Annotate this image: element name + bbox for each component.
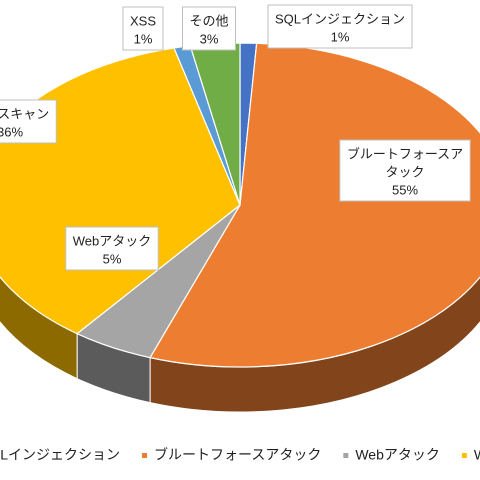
data-label-category: XSS bbox=[130, 13, 156, 28]
data-label-box bbox=[339, 139, 471, 202]
data-label-value: 1% bbox=[331, 29, 350, 44]
legend-item-sqlインジェクション: SQLインジェクション bbox=[0, 447, 120, 463]
legend-label: Webスキャン bbox=[474, 447, 480, 463]
data-label-value: 55% bbox=[392, 182, 418, 197]
data-label-box bbox=[0, 99, 57, 144]
data-label-category: その他 bbox=[189, 13, 228, 28]
legend-item-webスキャン: Webスキャン bbox=[461, 447, 480, 463]
data-label-category: ブルートフォースア bbox=[347, 146, 463, 161]
data-label-webスキャン: Webスキャン 36% bbox=[0, 99, 57, 144]
data-label-category: Webスキャン bbox=[0, 106, 49, 121]
data-label-category: Webアタック bbox=[73, 233, 152, 248]
data-label-box bbox=[181, 6, 237, 51]
legend-label: ブルートフォースアタック bbox=[154, 447, 321, 463]
data-label-value: 36% bbox=[0, 124, 23, 139]
data-label-category: SQLインジェクション bbox=[275, 11, 405, 26]
data-label-category: タック bbox=[385, 164, 424, 179]
data-label-xss: XSS 1% bbox=[122, 6, 164, 51]
slice-webスキャン bbox=[0, 47, 241, 335]
data-label-box bbox=[122, 6, 164, 51]
legend-swatch bbox=[343, 453, 349, 458]
data-label-その他: その他 3% bbox=[181, 6, 237, 51]
data-labels: SQLインジェクション1%ブルートフォースアタック55%Webアタック5%Web… bbox=[0, 4, 471, 271]
pie-top bbox=[0, 42, 480, 368]
data-label-box bbox=[65, 226, 159, 271]
data-label-value: 5% bbox=[103, 251, 122, 266]
data-label-value: 3% bbox=[200, 31, 219, 46]
data-label-webアタック: Webアタック 5% bbox=[65, 226, 159, 271]
legend-item-ブルートフォースアタック: ブルートフォースアタック bbox=[142, 447, 321, 463]
legend: SQLインジェクション ブルートフォースアタック Webアタック Webスキャン bbox=[0, 447, 480, 463]
legend-label: Webアタック bbox=[355, 447, 440, 463]
legend-swatch bbox=[461, 453, 467, 458]
data-label-ブルートフォースアタック: ブルートフォースアタック 55% bbox=[339, 139, 471, 202]
data-label-value: 1% bbox=[134, 31, 153, 46]
data-label-box bbox=[267, 4, 413, 49]
legend-item-webアタック: Webアタック bbox=[343, 447, 440, 463]
legend-swatch bbox=[142, 453, 148, 458]
legend-label: SQLインジェクション bbox=[0, 447, 120, 463]
slice-ブルートフォースアタック bbox=[149, 42, 480, 368]
data-label-sqlインジェクション: SQLインジェクション 1% bbox=[267, 4, 413, 49]
